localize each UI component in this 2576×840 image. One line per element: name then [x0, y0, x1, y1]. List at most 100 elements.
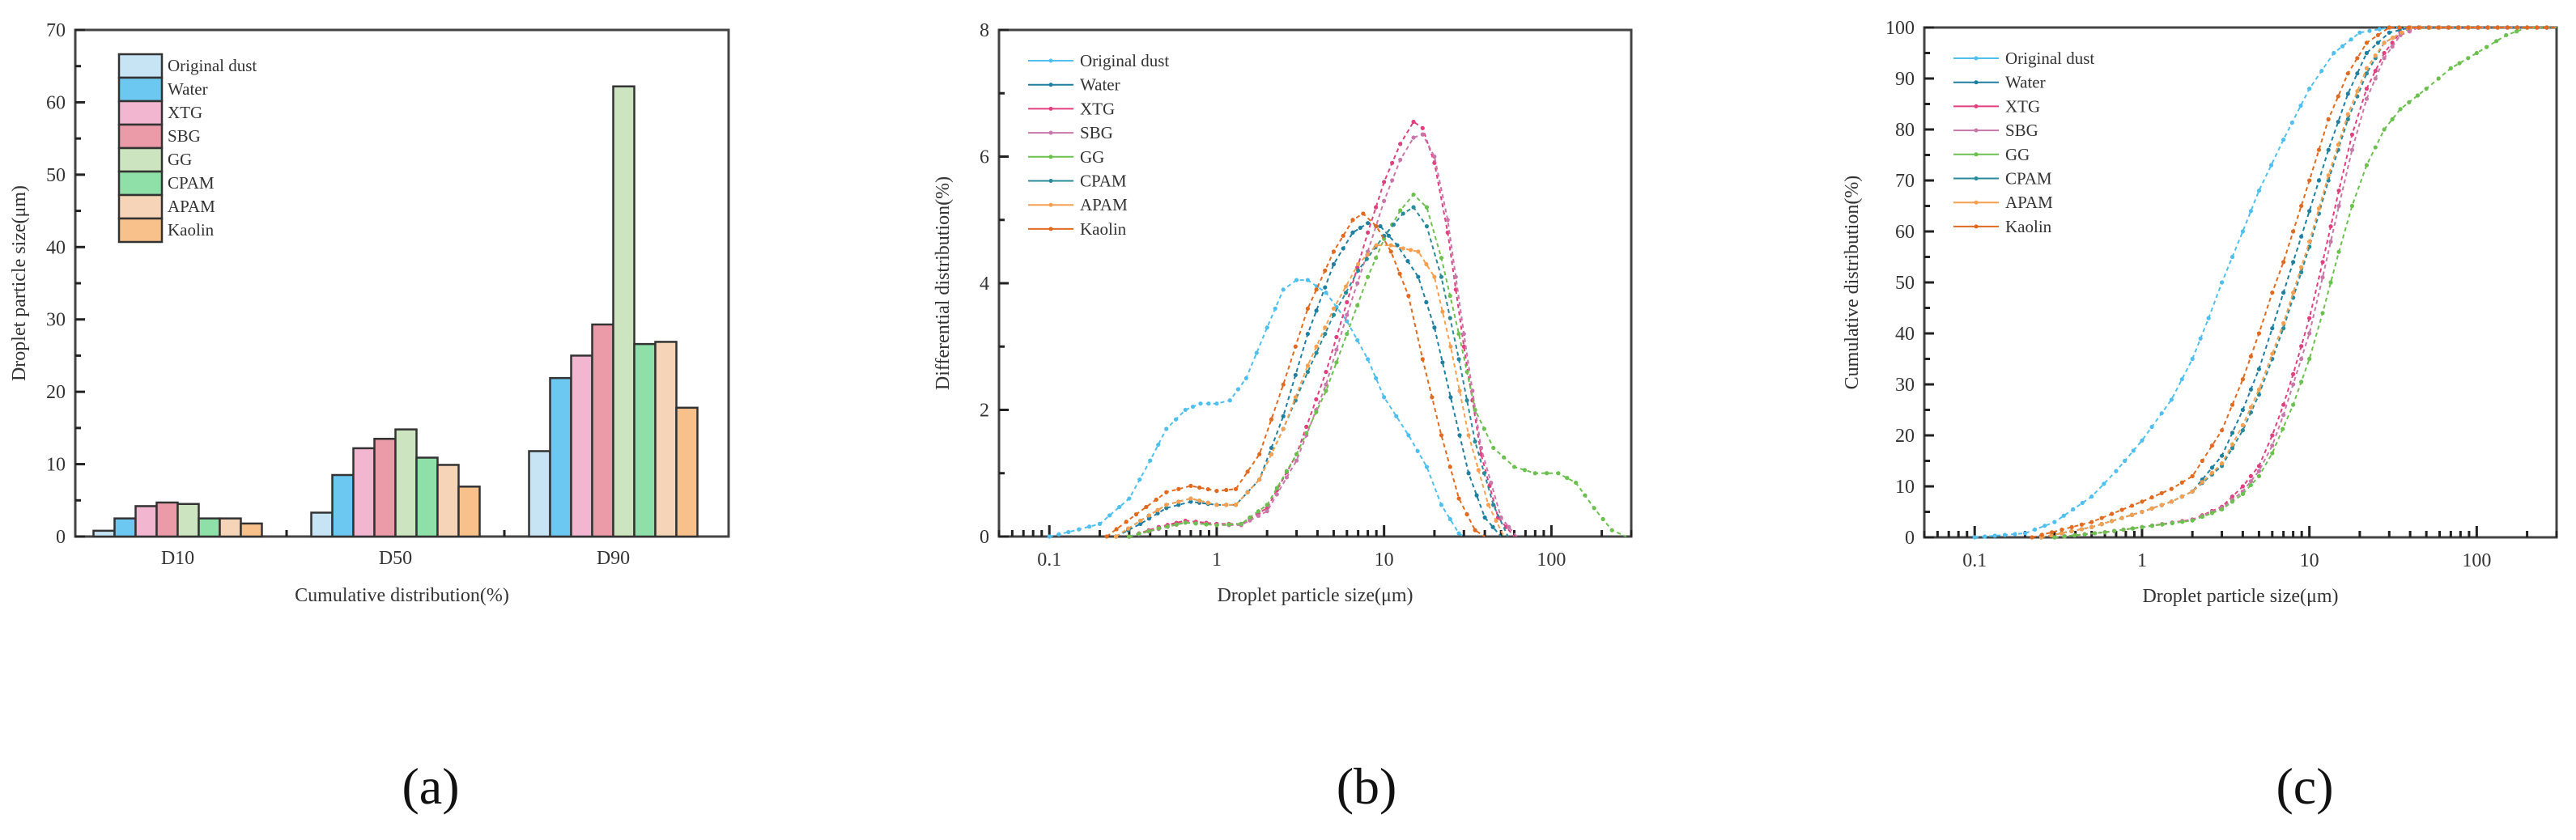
- y-tick-label: 20: [46, 382, 66, 403]
- bar: [436, 464, 460, 538]
- legend-label: XTG: [1080, 99, 1115, 118]
- y-tick-label: 40: [46, 237, 66, 258]
- y-tick-label: 20: [1895, 426, 1915, 447]
- y-tick-label: 80: [1895, 120, 1915, 141]
- series-water: [1113, 221, 1502, 539]
- series-xtg: [2052, 25, 2557, 540]
- bar: [457, 486, 481, 538]
- bar: [373, 438, 397, 538]
- panel-label-b: (b): [1336, 757, 1397, 815]
- line-chart-differential-distribution: 0 2 4 6 8 Differential distribution(%) Droplet…: [933, 20, 1633, 606]
- y-tick-label: 30: [1895, 375, 1915, 396]
- y-tick-label: 60: [1895, 222, 1915, 243]
- legend-swatch: [117, 100, 164, 126]
- bar: [528, 450, 551, 538]
- y-tick-label: 4: [980, 274, 989, 295]
- series-original-dust: [1047, 278, 1464, 539]
- legend-label: Kaolin: [168, 220, 215, 240]
- legend-swatch: [117, 76, 164, 103]
- bar: [591, 323, 614, 538]
- series-gg: [1127, 192, 1627, 539]
- legend-label: Kaolin: [1080, 219, 1127, 239]
- y-tick-label: 0: [1905, 528, 1915, 549]
- panel-label-c: (c): [2276, 757, 2334, 815]
- series-cpam: [2038, 25, 2557, 540]
- y-tick-label: 100: [1885, 18, 1915, 39]
- legend-label: APAM: [1080, 195, 1128, 214]
- series-original-dust: [1972, 25, 2557, 540]
- legend-label: Water: [168, 79, 208, 99]
- y-tick-label: 70: [46, 20, 66, 41]
- y-tick-label: 0: [980, 527, 989, 548]
- legend-label: SBG: [1080, 123, 1113, 142]
- series-xtg: [1127, 119, 1515, 539]
- y-axis-label: Cumulative distribution(%): [1842, 176, 1863, 390]
- x-tick-label: D50: [379, 548, 412, 569]
- bar: [654, 341, 678, 538]
- bar: [219, 517, 242, 538]
- line-chart-cumulative-distribution: 0 10 20 30 40 50 60 70 80 90 100 Cumulative distrib…: [1842, 18, 2558, 607]
- y-tick-label: 30: [46, 310, 66, 331]
- legend-label: SBG: [168, 126, 201, 146]
- x-tick-label: D10: [161, 548, 194, 569]
- y-tick-label: 0: [56, 527, 66, 548]
- legend-label: CPAM: [2005, 169, 2052, 189]
- legend-swatch: [117, 123, 164, 150]
- x-tick-label: 1: [2137, 550, 2147, 571]
- bar: [549, 376, 572, 538]
- y-tick-label: 2: [980, 401, 989, 422]
- y-tick-label: 10: [1895, 477, 1915, 498]
- legend-label: APAM: [2005, 193, 2053, 212]
- bar: [633, 342, 657, 538]
- bar-chart-particle-size: 0 10 20 30 40 50 60 70 Droplet particle size(μm)…: [9, 20, 730, 606]
- legend-label: XTG: [2005, 96, 2040, 116]
- panel-label-a: (a): [402, 757, 460, 815]
- x-tick-label: 0.1: [1037, 549, 1061, 571]
- legend-swatch: [117, 217, 164, 244]
- bar: [240, 522, 263, 538]
- legend: Original dust Water XTG SBG GG CPAM APAM Kaolin: [1028, 51, 1169, 239]
- x-tick-label: 1: [1212, 549, 1222, 571]
- bar: [394, 428, 418, 538]
- legend-swatch: [117, 53, 164, 79]
- bar: [352, 447, 376, 538]
- x-tick-label: 10: [2300, 550, 2319, 571]
- bar: [113, 517, 137, 538]
- legend-label: GG: [1080, 147, 1104, 167]
- series-kaolin: [2030, 25, 2557, 540]
- y-tick-label: 10: [46, 455, 66, 476]
- y-axis-label: Differential distribution(%): [933, 176, 954, 390]
- bar: [415, 456, 439, 538]
- legend-swatch: [117, 170, 164, 197]
- legend-swatch: [117, 193, 164, 220]
- legend-label: GG: [168, 150, 192, 169]
- x-tick-label: 10: [1375, 549, 1394, 571]
- y-tick-label: 8: [980, 20, 989, 41]
- legend-label: Original dust: [168, 56, 257, 75]
- y-tick-label: 90: [1895, 69, 1915, 90]
- legend-label: XTG: [168, 103, 202, 122]
- series-kaolin: [1104, 211, 1486, 539]
- bar: [155, 501, 179, 538]
- x-tick-label: 100: [1537, 549, 1566, 571]
- legend-label: APAM: [168, 197, 215, 216]
- bar: [198, 517, 221, 538]
- legend-label: Water: [1080, 75, 1120, 95]
- bar: [92, 529, 116, 538]
- legend-label: CPAM: [168, 173, 215, 193]
- legend-label: Original dust: [2005, 49, 2094, 68]
- legend-label: CPAM: [1080, 172, 1127, 191]
- legend-label: GG: [2005, 145, 2030, 164]
- bar: [570, 354, 593, 538]
- y-tick-label: 6: [980, 147, 989, 168]
- series-gg: [2052, 25, 2557, 540]
- x-tick-label: 0.1: [1962, 550, 1987, 571]
- y-tick-label: 50: [46, 165, 66, 186]
- legend-label: SBG: [2005, 121, 2038, 140]
- series-apam: [1113, 243, 1505, 539]
- x-tick-label: D90: [597, 548, 630, 569]
- y-tick-label: 50: [1895, 273, 1915, 294]
- bar: [612, 85, 635, 538]
- y-tick-label: 70: [1895, 171, 1915, 192]
